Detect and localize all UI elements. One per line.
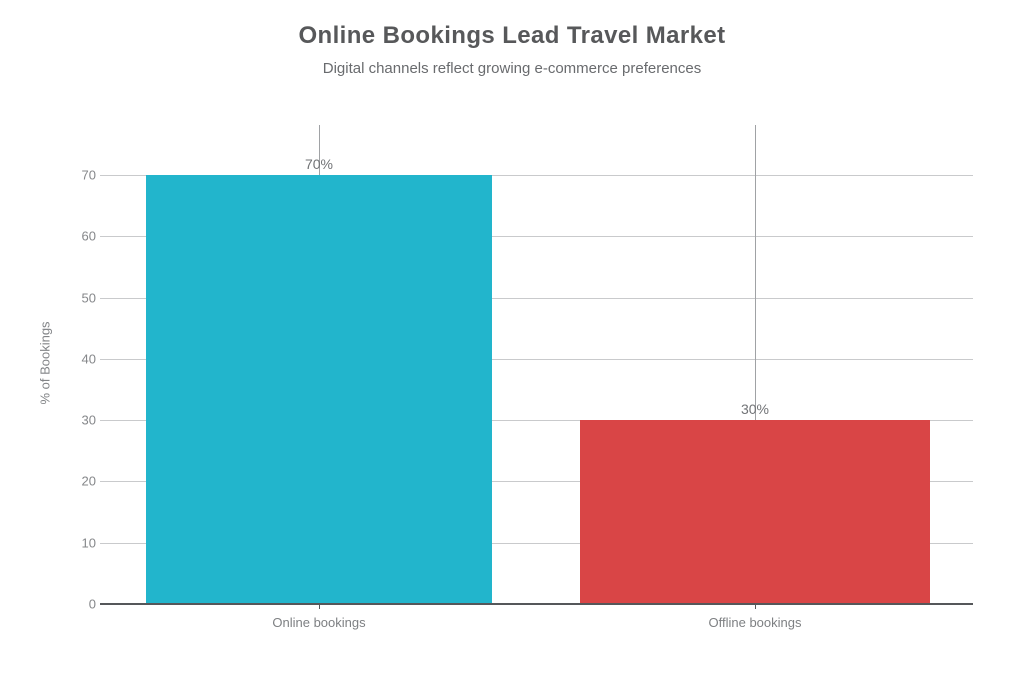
chart-title: Online Bookings Lead Travel Market: [298, 22, 726, 49]
bar-value-label-online-bookings: 70%: [304, 156, 334, 172]
y-tick-label-10: 10: [81, 535, 96, 551]
y-tick-label-30: 30: [81, 412, 96, 428]
bar-online-bookings: [146, 175, 492, 604]
x-axis-label-online-bookings: Online bookings: [272, 615, 366, 630]
gridline-y-70: [100, 175, 973, 176]
category-gridline-2: [755, 125, 756, 604]
gridline-y-60: [100, 236, 973, 238]
x-axis-line: [100, 603, 973, 605]
x-tick-mark-offline-bookings: [755, 604, 756, 609]
y-tick-label-40: 40: [81, 351, 96, 367]
gridline-y-40: [100, 358, 973, 360]
y-tick-label-50: 50: [81, 290, 96, 306]
x-tick-mark-online-bookings: [319, 604, 320, 609]
x-axis-label-offline-bookings: Offline bookings: [708, 615, 802, 630]
y-tick-label-20: 20: [81, 473, 96, 489]
bar-offline-bookings: [580, 420, 930, 604]
y-tick-label-70: 70: [81, 167, 96, 183]
bar-value-label-offline-bookings: 30%: [740, 401, 770, 418]
gridline-y-10: [100, 542, 973, 544]
gridline-y-50: [100, 297, 973, 299]
y-tick-label-0: 0: [88, 596, 96, 612]
chart-subtitle: Digital channels reflect growing e-comme…: [322, 60, 702, 77]
gridline-y-20: [100, 481, 973, 483]
y-tick-label-60: 60: [81, 228, 96, 244]
gridline-y-30: [100, 420, 973, 422]
